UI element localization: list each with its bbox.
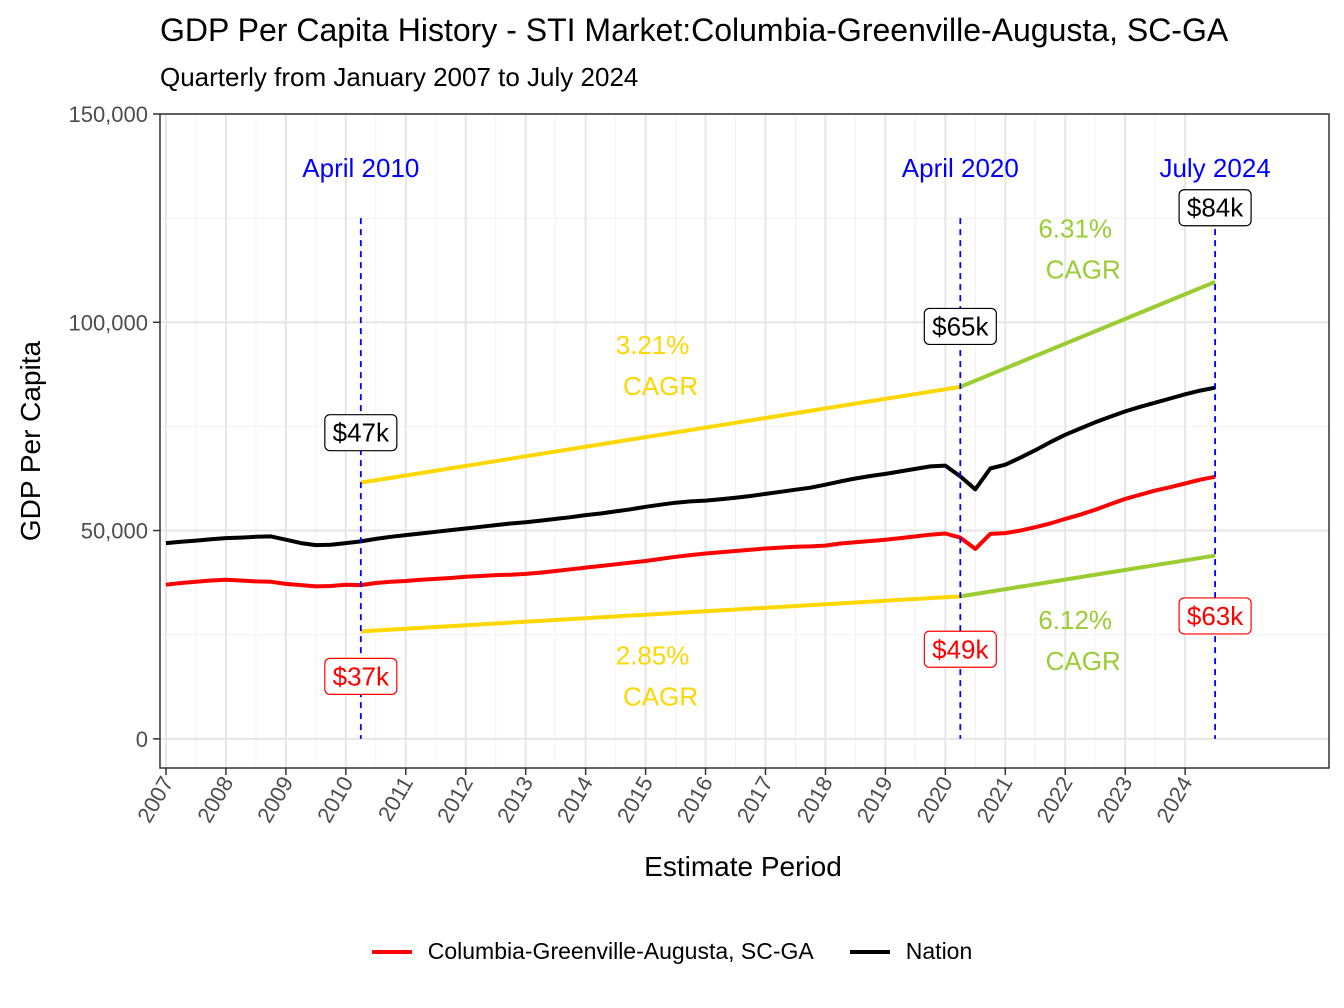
gdp-line-chart: April 2010 April 2020 July 2024 $47k $65k $8… [15, 102, 1330, 882]
legend-item-region: Columbia-Greenville-Augusta, SC-GA [371, 938, 814, 965]
legend-swatch-nation [849, 949, 890, 954]
chart-title: GDP Per Capita History - STI Market:Colu… [160, 12, 1229, 48]
legend: Columbia-Greenville-Augusta, SC-GA Natio… [0, 938, 1344, 965]
value-label-text: $65k [932, 311, 989, 341]
vertical-marker-label: April 2010 [302, 153, 419, 183]
x-tick-label: 2024 [1151, 772, 1197, 827]
x-tick-label: 2008 [192, 772, 238, 827]
y-tick-label: 100,000 [68, 310, 148, 335]
cagr-word-label: CAGR [623, 681, 698, 711]
y-tick-label: 50,000 [81, 519, 148, 544]
x-tick-label: 2016 [672, 772, 718, 827]
value-label: $49k [923, 630, 997, 668]
cagr-percent-label: 6.12% [1038, 605, 1112, 635]
vertical-marker-label: July 2024 [1159, 153, 1270, 183]
value-label: $47k [324, 414, 398, 452]
cagr-trend-line [959, 553, 1216, 599]
x-tick-label: 2009 [252, 772, 298, 827]
x-tick-label: 2017 [732, 772, 778, 827]
x-axis-title: Estimate Period [644, 851, 842, 882]
cagr-trend-line [360, 384, 961, 485]
plot-border [159, 113, 1330, 769]
value-label: $84k [1178, 189, 1252, 227]
value-label-box [923, 630, 997, 668]
x-tick-label: 2019 [852, 772, 898, 827]
value-label-text: $49k [932, 634, 989, 664]
annotations: $47k $65k $84k $37k $49k $63k 3.21% CAGR 2.85% CA… [324, 189, 1252, 711]
cagr-word-label: CAGR [1046, 254, 1121, 284]
cagr-trend-line [959, 280, 1216, 389]
value-label-box [324, 657, 398, 695]
axes: 0 50,000 100,000 150,000 2007 2008 2009 2010 201… [68, 102, 1330, 827]
vertical-markers: April 2010 April 2020 July 2024 [302, 153, 1271, 739]
x-tick-label: 2013 [492, 772, 538, 827]
value-label: $63k [1178, 597, 1252, 635]
x-tick-label: 2021 [971, 772, 1017, 827]
chart-subtitle: Quarterly from January 2007 to July 2024 [160, 62, 639, 92]
x-tick-label: 2011 [373, 772, 418, 825]
cagr-trend-lines [360, 280, 1216, 634]
x-tick-label: 2010 [312, 772, 358, 827]
value-label-box [1178, 189, 1252, 227]
vertical-marker-label: April 2020 [902, 153, 1019, 183]
x-tick-label: 2012 [432, 772, 478, 827]
series-line-nation [165, 385, 1216, 548]
series-lines [165, 385, 1216, 589]
legend-label-nation: Nation [905, 938, 973, 964]
value-label-text: $37k [333, 661, 390, 691]
y-axis-title: GDP Per Capita [15, 340, 46, 541]
cagr-percent-label: 3.21% [616, 330, 690, 360]
cagr-word-label: CAGR [1046, 646, 1121, 676]
y-tick-label: 150,000 [68, 102, 148, 127]
value-label-text: $47k [333, 418, 390, 448]
y-tick-label: 0 [136, 727, 148, 752]
x-tick-label: 2014 [552, 772, 598, 827]
x-tick-label: 2023 [1091, 772, 1137, 827]
cagr-trend-line [360, 594, 961, 634]
cagr-percent-label: 2.85% [616, 640, 690, 670]
series-line-region [165, 474, 1216, 589]
value-label-text: $84k [1187, 193, 1244, 223]
x-tick-label: 2020 [912, 772, 958, 827]
value-label-box [1178, 597, 1252, 635]
x-tick-label: 2022 [1031, 772, 1077, 827]
legend-swatch-region [371, 949, 412, 954]
value-label: $37k [324, 657, 398, 695]
value-label-text: $63k [1187, 601, 1244, 631]
legend-item-nation: Nation [849, 938, 973, 965]
legend-label-region: Columbia-Greenville-Augusta, SC-GA [427, 938, 814, 964]
x-tick-label: 2007 [132, 772, 178, 827]
cagr-percent-label: 6.31% [1038, 213, 1112, 243]
x-tick-label: 2018 [792, 772, 838, 827]
value-label-box [324, 414, 398, 452]
value-label: $65k [923, 307, 997, 346]
value-label-box [923, 307, 997, 346]
x-tick-label: 2015 [612, 772, 658, 827]
cagr-word-label: CAGR [623, 371, 698, 401]
